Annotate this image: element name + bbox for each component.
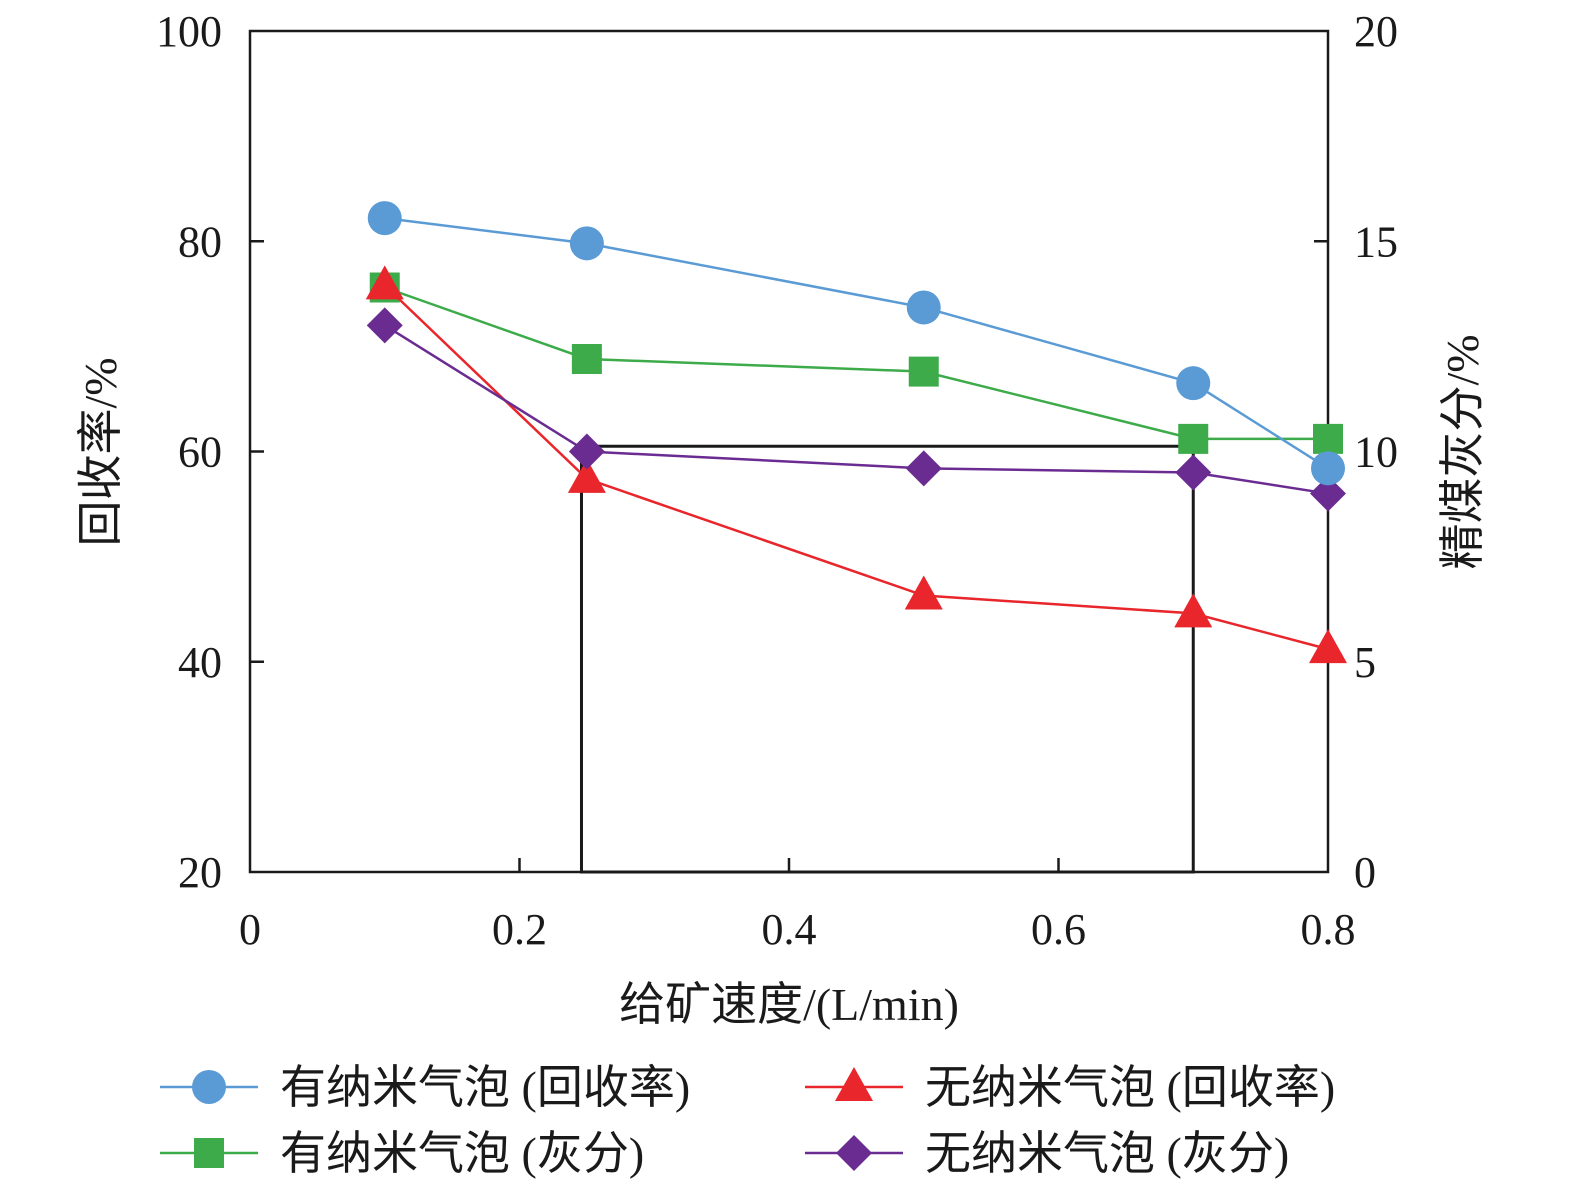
data-point: [1176, 366, 1211, 401]
y-right-tick-label: 10: [1354, 428, 1398, 477]
series-3: [366, 307, 1346, 512]
data-point: [1174, 593, 1213, 628]
data-point: [1310, 475, 1346, 512]
series-line: [384, 286, 1328, 441]
y-left-axis-title: 回收率/%: [75, 357, 126, 546]
data-point: [908, 356, 939, 387]
data-point: [367, 201, 402, 236]
data-point: [365, 265, 404, 300]
data-point: [366, 307, 403, 344]
y-left-tick-label: 40: [178, 638, 222, 687]
data-point: [571, 343, 602, 374]
legend-label: 无纳米气泡 (回收率): [925, 1062, 1335, 1113]
data-point: [1178, 423, 1209, 454]
series-2: [369, 272, 1343, 454]
axes: 0 0.2 0.4 0.6 0.8 20 40 60 80 100 0 5 10 15 20 给矿速度/(L/…: [75, 7, 1488, 1030]
legend-item: 无纳米气泡 (回收率): [805, 1062, 1335, 1113]
legend-label: 无纳米气泡 (灰分): [925, 1128, 1289, 1179]
legend: 有纳米气泡 (回收率) 无纳米气泡 (回收率) 有纳米气泡 (灰分) 无纳米气泡 (灰…: [160, 1062, 1335, 1179]
data-point: [905, 450, 942, 487]
data-point: [1309, 629, 1347, 664]
data-point: [568, 433, 605, 470]
highlight-box: [579, 444, 1195, 874]
y-left-tick-label: 20: [178, 848, 222, 897]
data-point: [1311, 451, 1345, 486]
y-right-tick-label: 0: [1354, 848, 1376, 897]
legend-marker: [194, 1138, 224, 1168]
plot-frame: [248, 29, 1330, 874]
legend-marker: [836, 1135, 872, 1171]
data-point: [906, 290, 941, 325]
legend-marker: [835, 1067, 873, 1101]
legend-label: 有纳米气泡 (回收率): [280, 1062, 690, 1113]
y-right-tick-label: 5: [1354, 638, 1376, 687]
legend-label: 有纳米气泡 (灰分): [280, 1128, 644, 1179]
x-axis-title: 给矿速度/(L/min): [619, 979, 959, 1030]
y-right-tick-label: 15: [1354, 217, 1398, 266]
data-point: [1175, 454, 1212, 491]
data-point: [569, 226, 604, 261]
x-tick-label: 0: [239, 905, 261, 954]
legend-marker: [192, 1070, 226, 1104]
x-tick-label: 0.6: [1031, 905, 1086, 954]
x-tick-label: 0.8: [1301, 905, 1356, 954]
data-point: [1313, 423, 1343, 454]
legend-item: 有纳米气泡 (回收率): [160, 1062, 690, 1113]
series-1: [365, 265, 1347, 664]
series-0: [367, 201, 1345, 486]
legend-item: 无纳米气泡 (灰分): [805, 1128, 1289, 1179]
x-tick-label: 0.2: [492, 905, 547, 954]
y-right-tick-label: 20: [1354, 7, 1398, 56]
series-layer: [365, 201, 1347, 664]
x-tick-label: 0.4: [762, 905, 817, 954]
highlight-box-layer: [579, 444, 1195, 874]
y-left-tick-label: 100: [156, 7, 222, 56]
y-left-tick-label: 60: [178, 428, 222, 477]
legend-item: 有纳米气泡 (灰分): [160, 1128, 644, 1179]
y-right-axis-title: 精煤灰分/%: [1437, 334, 1488, 569]
y-left-tick-label: 80: [178, 217, 222, 266]
data-point: [567, 458, 606, 493]
data-point: [904, 575, 943, 610]
